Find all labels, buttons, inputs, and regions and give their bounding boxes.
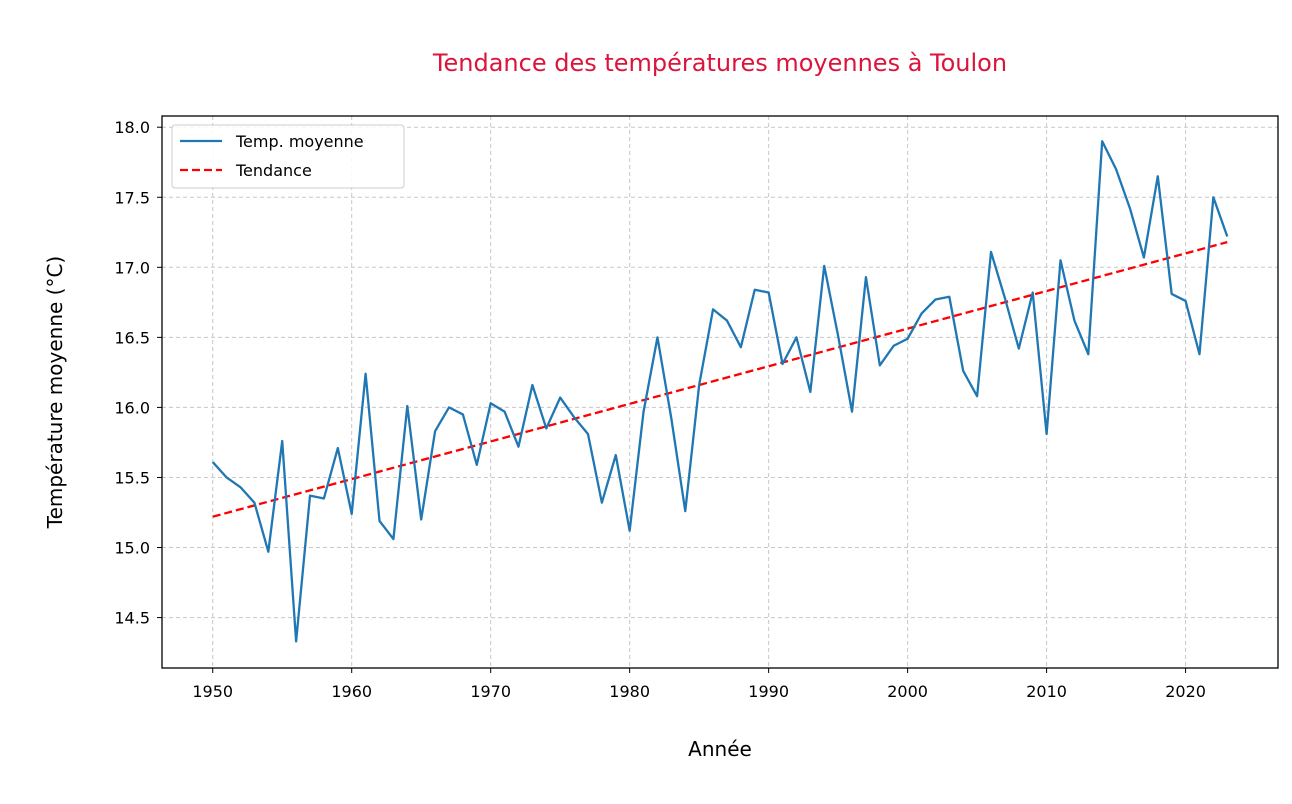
chart-title: Tendance des températures moyennes à Tou… (432, 49, 1007, 77)
y-tick-label: 16.5 (114, 328, 150, 347)
x-tick-label: 2000 (887, 682, 928, 701)
plot-frame (161, 115, 1279, 669)
y-tick-label: 17.5 (114, 188, 150, 207)
y-axis-label: Température moyenne (°C) (43, 256, 67, 530)
trend-series (212, 240, 1228, 518)
temperature-line (211, 140, 1229, 643)
legend-series-label: Temp. moyenne (235, 132, 364, 151)
x-tick-label: 1960 (331, 682, 372, 701)
y-tick-label: 15.5 (114, 468, 150, 487)
trend-line (212, 240, 1228, 518)
legend-box (171, 124, 405, 189)
y-tick-label: 17.0 (114, 258, 150, 277)
x-tick-label: 1950 (192, 682, 233, 701)
y-tick-label: 14.5 (114, 609, 150, 628)
grid (162, 116, 1278, 668)
x-tick-label: 2010 (1026, 682, 1067, 701)
legend-trend-label: Tendance (235, 161, 312, 180)
x-axis-label: Année (688, 737, 752, 761)
x-axis-ticks: 1950 1960 1970 1980 1990 2000 2010 2020 (192, 668, 1206, 701)
y-tick-label: 16.0 (114, 398, 150, 417)
y-tick-label: 18.0 (114, 118, 150, 137)
y-axis-ticks: 14.5 15.0 15.5 16.0 16.5 17.0 17.5 18.0 (114, 118, 162, 628)
x-tick-label: 1990 (748, 682, 789, 701)
x-tick-label: 1970 (470, 682, 511, 701)
legend: Temp. moyenne Tendance (171, 124, 405, 189)
y-tick-label: 15.0 (114, 539, 150, 558)
x-tick-label: 1980 (609, 682, 650, 701)
x-tick-label: 2020 (1165, 682, 1206, 701)
temperature-series (211, 140, 1229, 643)
